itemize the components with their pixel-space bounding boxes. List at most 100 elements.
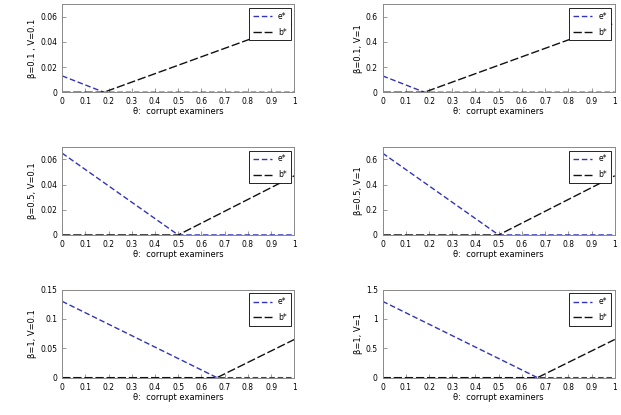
b* (471, 375, 478, 380)
b* (291, 173, 298, 178)
e* (611, 375, 619, 380)
b* (150, 232, 158, 237)
e* (455, 204, 462, 209)
e* (548, 90, 556, 95)
b* (546, 369, 554, 374)
b* (379, 90, 386, 95)
e* (228, 375, 235, 380)
b* (455, 78, 462, 83)
e* (228, 232, 235, 237)
Legend: e*, b*: e*, b* (569, 293, 611, 326)
Line: e*: e* (383, 153, 615, 235)
Line: b*: b* (62, 23, 294, 92)
b* (204, 52, 212, 57)
e* (525, 90, 533, 95)
e* (227, 90, 234, 95)
e* (611, 90, 619, 95)
e* (455, 336, 462, 341)
Line: b*: b* (383, 23, 615, 92)
b* (548, 368, 555, 373)
Legend: e*, b*: e*, b* (249, 151, 291, 183)
Line: e*: e* (62, 153, 294, 235)
Y-axis label: β=1, V=0.1: β=1, V=0.1 (29, 309, 37, 358)
b* (379, 375, 386, 380)
e* (58, 73, 66, 78)
Legend: e*, b*: e*, b* (249, 8, 291, 41)
Y-axis label: β=0.1, V=1: β=0.1, V=1 (354, 24, 363, 73)
X-axis label: θ:  corrupt examiners: θ: corrupt examiners (453, 393, 544, 402)
e* (214, 375, 221, 380)
e* (135, 90, 142, 95)
X-axis label: θ:  corrupt examiners: θ: corrupt examiners (453, 250, 544, 259)
e* (379, 151, 386, 156)
b* (455, 232, 462, 237)
e* (525, 232, 533, 237)
b* (548, 44, 555, 49)
Legend: e*, b*: e*, b* (569, 151, 611, 183)
e* (407, 312, 414, 317)
b* (86, 90, 94, 95)
b* (150, 375, 158, 380)
b* (226, 44, 233, 49)
b* (227, 44, 235, 49)
e* (205, 232, 212, 237)
e* (611, 232, 619, 237)
e* (547, 232, 555, 237)
b* (471, 232, 478, 237)
b* (548, 205, 555, 210)
Line: e*: e* (383, 301, 615, 378)
X-axis label: θ:  corrupt examiners: θ: corrupt examiners (133, 393, 224, 402)
b* (204, 375, 212, 380)
e* (150, 344, 158, 349)
b* (226, 206, 233, 211)
Line: b*: b* (62, 339, 294, 378)
e* (495, 232, 502, 237)
b* (611, 20, 619, 25)
b* (134, 232, 142, 237)
e* (291, 90, 298, 95)
e* (471, 90, 479, 95)
b* (525, 52, 532, 57)
e* (86, 312, 94, 317)
Line: b*: b* (62, 176, 294, 235)
Legend: e*, b*: e*, b* (249, 293, 291, 326)
e* (175, 232, 182, 237)
e* (547, 90, 555, 95)
e* (204, 371, 212, 376)
b* (455, 375, 462, 380)
e* (134, 336, 142, 341)
e* (86, 84, 94, 89)
e* (548, 375, 556, 380)
e* (86, 170, 94, 175)
e* (379, 73, 386, 78)
b* (546, 44, 554, 49)
Y-axis label: β=0.5, V=0.1: β=0.5, V=0.1 (29, 163, 37, 219)
Y-axis label: β=0.5, V=1: β=0.5, V=1 (354, 166, 363, 215)
b* (611, 337, 619, 342)
e* (58, 299, 66, 304)
b* (291, 20, 298, 25)
e* (407, 84, 414, 89)
e* (228, 90, 235, 95)
e* (379, 299, 386, 304)
b* (525, 375, 532, 380)
b* (86, 232, 94, 237)
b* (204, 217, 212, 222)
b* (134, 78, 142, 83)
b* (227, 368, 235, 373)
e* (227, 232, 234, 237)
Line: e*: e* (383, 76, 615, 92)
e* (471, 344, 478, 349)
e* (134, 204, 142, 209)
b* (134, 375, 142, 380)
e* (227, 375, 234, 380)
e* (421, 90, 428, 95)
b* (58, 232, 66, 237)
e* (534, 375, 542, 380)
Line: e*: e* (62, 76, 294, 92)
b* (58, 90, 66, 95)
Y-axis label: β=0.1 , V=0.1: β=0.1 , V=0.1 (29, 19, 37, 78)
b* (86, 375, 94, 380)
b* (546, 206, 554, 211)
X-axis label: θ:  corrupt examiners: θ: corrupt examiners (133, 250, 224, 259)
